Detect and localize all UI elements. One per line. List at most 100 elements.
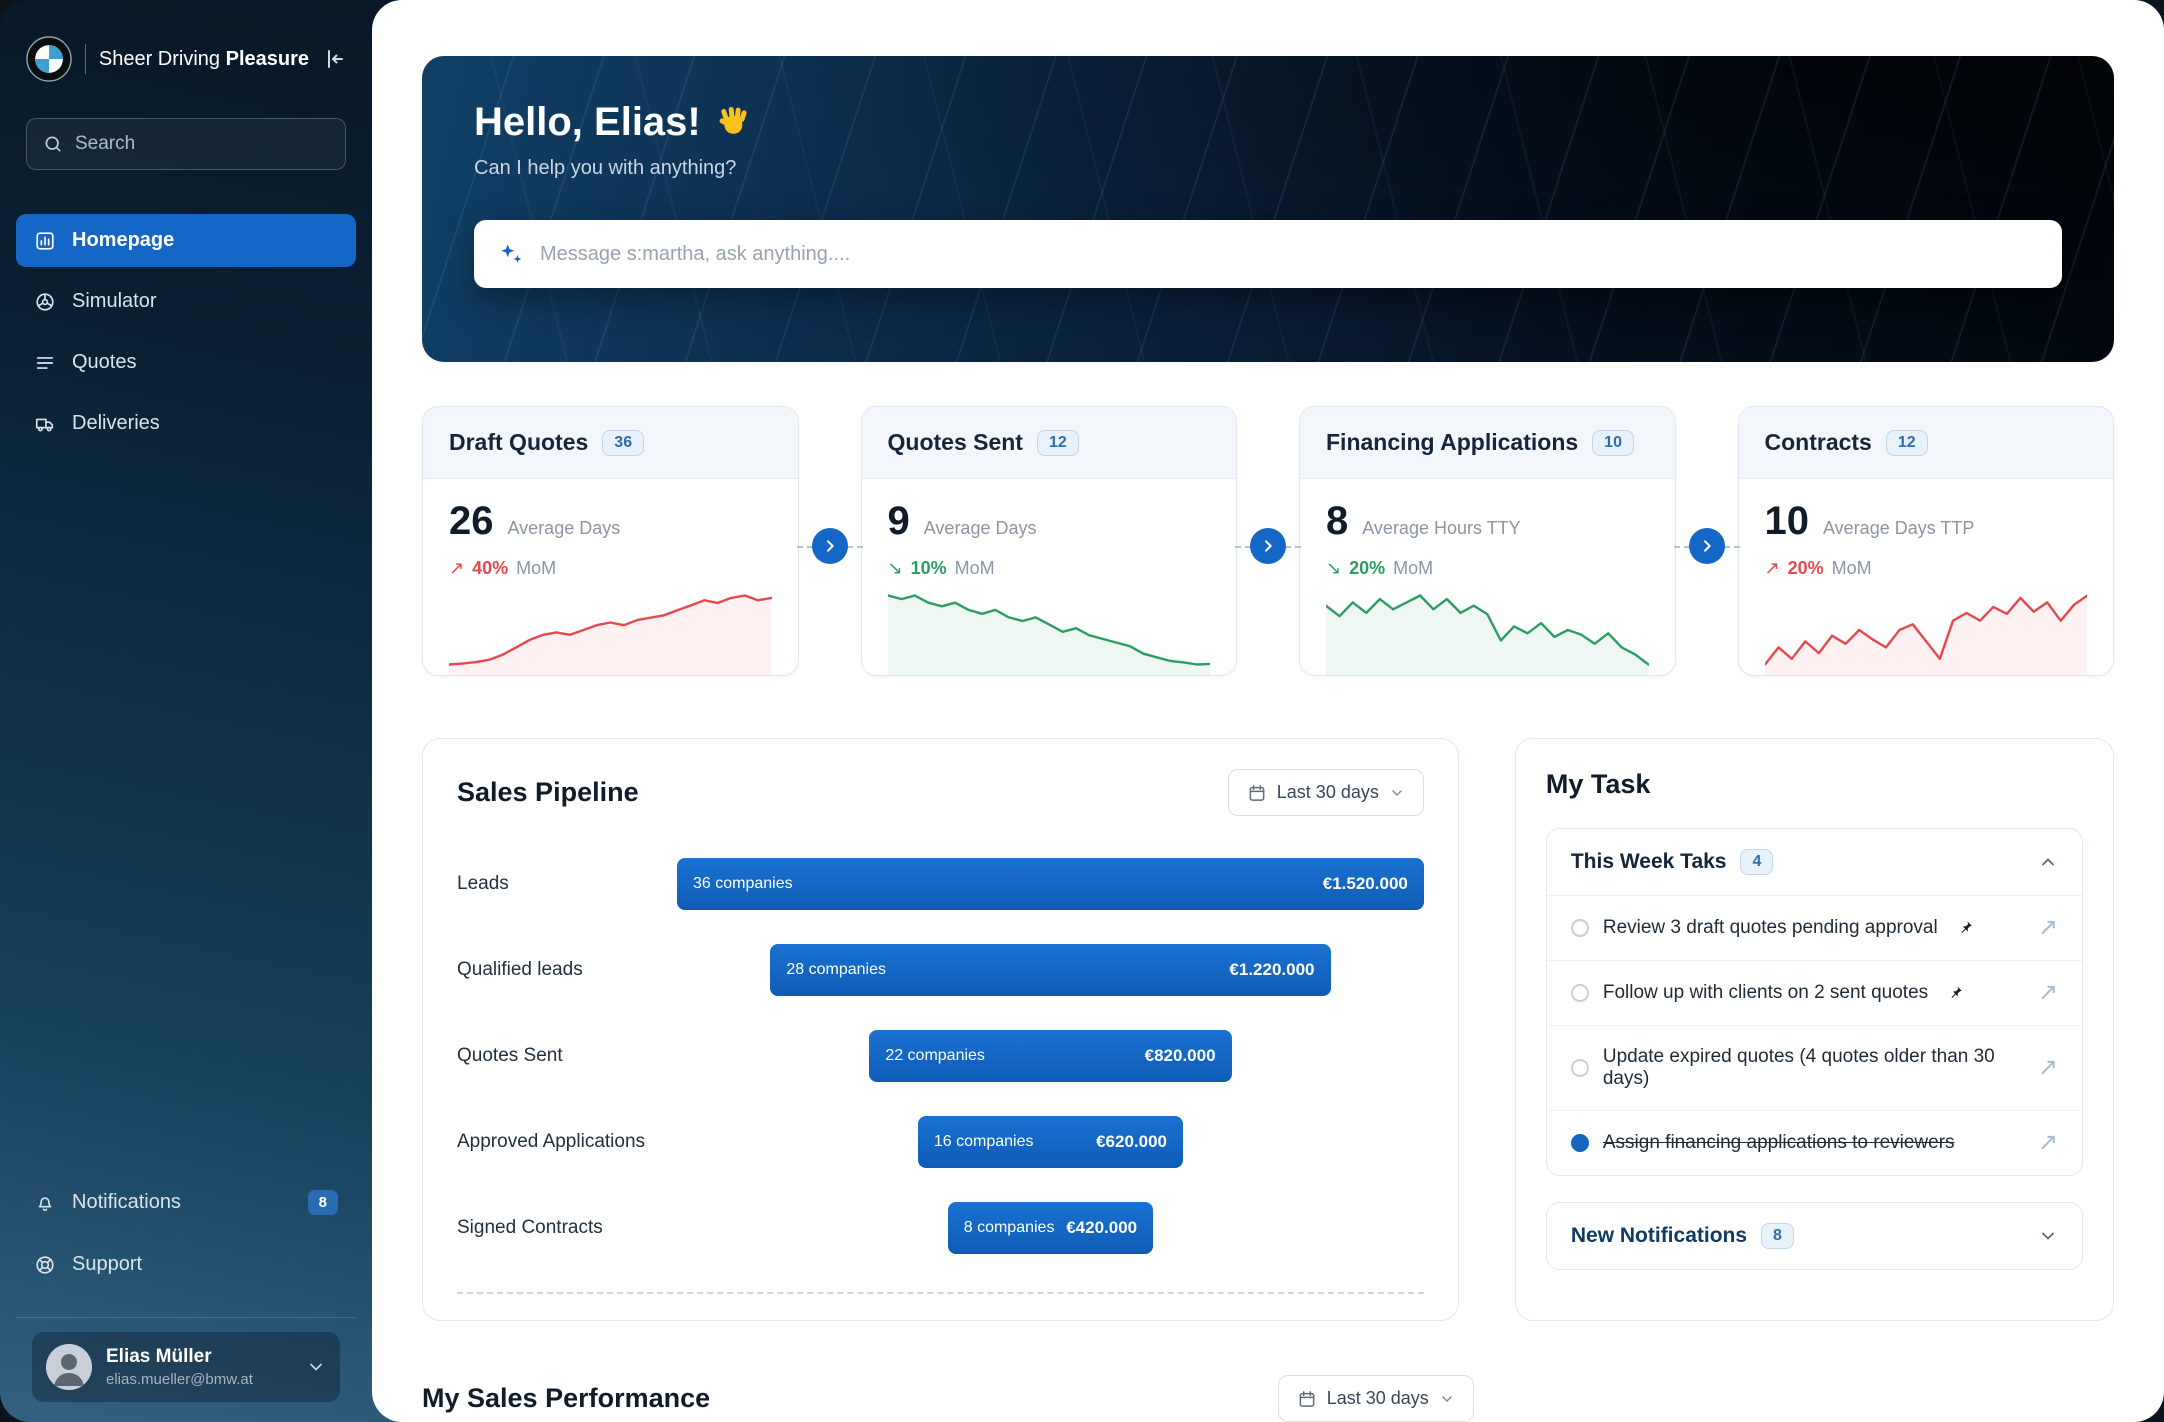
- open-task-arrow-icon[interactable]: ↗: [2037, 979, 2058, 1006]
- kpi-sparkline: [449, 579, 772, 675]
- kpi-value: 26: [449, 499, 494, 543]
- sidebar-search[interactable]: [26, 118, 346, 170]
- kpi-delta-pct: 40%: [472, 558, 509, 578]
- task-group-label: This Week Taks: [1570, 850, 1727, 873]
- funnel-bar[interactable]: 36 companies €1.520.000: [677, 858, 1424, 910]
- funnel-bar[interactable]: 28 companies €1.220.000: [770, 944, 1331, 996]
- kpi-delta-period: MoM: [1393, 558, 1434, 578]
- chevron-up-icon[interactable]: [2038, 852, 2058, 872]
- deliveries-icon: [34, 413, 56, 435]
- kpi-title: Quotes Sent: [887, 429, 1023, 455]
- chevron-right-icon[interactable]: [1688, 528, 1725, 565]
- kpi-body: 26 Average Days ↗ 40% MoM: [423, 479, 798, 675]
- pipeline-funnel: Leads 36 companies €1.520.000 Qualified …: [457, 858, 1424, 1254]
- task-checkbox[interactable]: [1570, 919, 1589, 937]
- chevron-down-icon: [1392, 789, 1402, 796]
- pin-icon: [1946, 984, 1964, 1002]
- open-task-arrow-icon[interactable]: ↗: [2037, 1054, 2058, 1081]
- kpi-unit: Average Days: [507, 518, 621, 538]
- search-input[interactable]: [75, 133, 329, 155]
- kpi-card-draft-quotes[interactable]: Draft Quotes 36 26 Average Days ↗ 40% Mo…: [422, 406, 799, 676]
- bmw-logo-icon: [26, 36, 72, 82]
- notifications-group-count: 8: [1761, 1223, 1794, 1249]
- sidebar-item-label: Quotes: [72, 351, 137, 373]
- user-name: Elias Müller: [106, 1346, 212, 1367]
- brand-tagline-regular: Sheer Driving: [98, 47, 221, 70]
- sidebar-item-support[interactable]: Support: [16, 1238, 356, 1291]
- kpi-title: Draft Quotes: [449, 429, 589, 455]
- performance-date-filter[interactable]: Last 30 days: [1277, 1375, 1474, 1422]
- task-checkbox[interactable]: [1570, 1059, 1589, 1077]
- task-text: Assign financing applications to reviewe…: [1602, 1132, 1955, 1153]
- support-icon: [34, 1254, 56, 1276]
- kpi-card-financing-applications[interactable]: Financing Applications 10 8 Average Hour…: [1299, 406, 1676, 676]
- task-item[interactable]: Review 3 draft quotes pending approval ↗: [1546, 895, 2082, 960]
- mid-row: Sales Pipeline Last 30 days Leads: [422, 738, 2114, 1321]
- bell-icon: [34, 1192, 56, 1214]
- open-task-arrow-icon[interactable]: ↗: [2037, 914, 2058, 941]
- notifications-group-label: New Notifications: [1570, 1224, 1748, 1247]
- kpi-title: Financing Applications: [1326, 429, 1579, 455]
- kpi-unit: Average Days: [923, 518, 1037, 538]
- task-group-header[interactable]: This Week Taks 4: [1547, 829, 2082, 895]
- open-task-arrow-icon[interactable]: ↗: [2037, 1129, 2058, 1156]
- funnel-bar[interactable]: 22 companies €820.000: [869, 1030, 1232, 1082]
- kpi-card-quotes-sent[interactable]: Quotes Sent 12 9 Average Days ↘ 10% MoM: [860, 406, 1237, 676]
- quotes-icon: [34, 352, 56, 374]
- sidebar-item-deliveries[interactable]: Deliveries: [16, 397, 356, 450]
- main-content: Hello, Elias!: [372, 0, 2164, 1422]
- assistant-message-input[interactable]: [540, 242, 2038, 266]
- funnel-label: Qualified leads: [457, 959, 583, 980]
- chevron-down-icon[interactable]: [2038, 1226, 2058, 1246]
- kpi-header: Financing Applications 10: [1300, 407, 1675, 479]
- brand-divider: [85, 44, 86, 74]
- kpi-delta-pct: 10%: [910, 558, 947, 578]
- funnel-row-quotes-sent: Quotes Sent 22 companies €820.000: [457, 1030, 1424, 1082]
- chevron-right-icon[interactable]: [811, 528, 848, 565]
- kpi-count-badge: 10: [1592, 429, 1634, 456]
- my-task-card: My Task This Week Taks 4 Review 3 draft …: [1514, 738, 2114, 1321]
- kpi-body: 8 Average Hours TTY ↘ 20% MoM: [1300, 479, 1675, 675]
- sidebar-item-homepage[interactable]: Homepage: [16, 214, 356, 267]
- funnel-bar[interactable]: 16 companies €620.000: [917, 1116, 1183, 1168]
- pipeline-date-filter[interactable]: Last 30 days: [1227, 769, 1424, 816]
- chevron-down-icon[interactable]: [306, 1357, 326, 1377]
- user-profile[interactable]: Elias Müller elias.mueller@bmw.at: [32, 1332, 340, 1402]
- kpi-header: Contracts 12: [1738, 407, 2113, 479]
- sidebar-item-label: Notifications: [72, 1191, 181, 1213]
- trend-arrow-icon: ↗: [449, 558, 465, 578]
- sidebar-footer: Notifications 8 Support: [0, 1175, 372, 1422]
- kpi-delta-pct: 20%: [1787, 558, 1824, 578]
- task-item[interactable]: Follow up with clients on 2 sent quotes …: [1546, 960, 2082, 1025]
- sidebar-collapse-icon[interactable]: [322, 47, 346, 71]
- performance-title: My Sales Performance: [422, 1383, 711, 1413]
- new-notifications-group[interactable]: New Notifications 8: [1545, 1202, 2083, 1270]
- kpi-connector: [796, 406, 863, 676]
- sparkles-icon: [498, 241, 524, 267]
- task-text: Review 3 draft quotes pending approval: [1602, 917, 1938, 938]
- calendar-icon: [1297, 1389, 1317, 1409]
- task-checkbox-checked[interactable]: [1570, 1134, 1589, 1152]
- sidebar-item-notifications[interactable]: Notifications 8: [16, 1175, 356, 1230]
- kpi-sparkline: [1326, 579, 1649, 675]
- chevron-right-icon[interactable]: [1250, 528, 1286, 565]
- kpi-body: 10 Average Days TTP ↗ 20% MoM: [1739, 479, 2114, 675]
- kpi-value: 9: [887, 499, 910, 543]
- sales-performance-section: My Sales Performance Last 30 days: [422, 1375, 1474, 1422]
- task-item-completed[interactable]: Assign financing applications to reviewe…: [1546, 1110, 2082, 1175]
- kpi-delta-pct: 20%: [1349, 558, 1386, 578]
- sidebar-item-label: Support: [72, 1253, 143, 1275]
- kpi-sparkline: [887, 579, 1210, 675]
- kpi-delta-period: MoM: [516, 558, 557, 578]
- simulator-icon: [34, 291, 56, 313]
- task-checkbox[interactable]: [1570, 984, 1589, 1002]
- kpi-card-contracts[interactable]: Contracts 12 10 Average Days TTP ↗ 20% M…: [1737, 406, 2114, 676]
- funnel-bar[interactable]: 8 companies €420.000: [947, 1202, 1154, 1254]
- sidebar-item-simulator[interactable]: Simulator: [16, 275, 356, 328]
- kpi-value: 10: [1764, 499, 1810, 543]
- funnel-companies: 22 companies: [885, 1047, 985, 1064]
- sidebar-item-quotes[interactable]: Quotes: [16, 336, 356, 389]
- task-item[interactable]: Update expired quotes (4 quotes older th…: [1546, 1025, 2082, 1110]
- funnel-label: Signed Contracts: [457, 1217, 603, 1238]
